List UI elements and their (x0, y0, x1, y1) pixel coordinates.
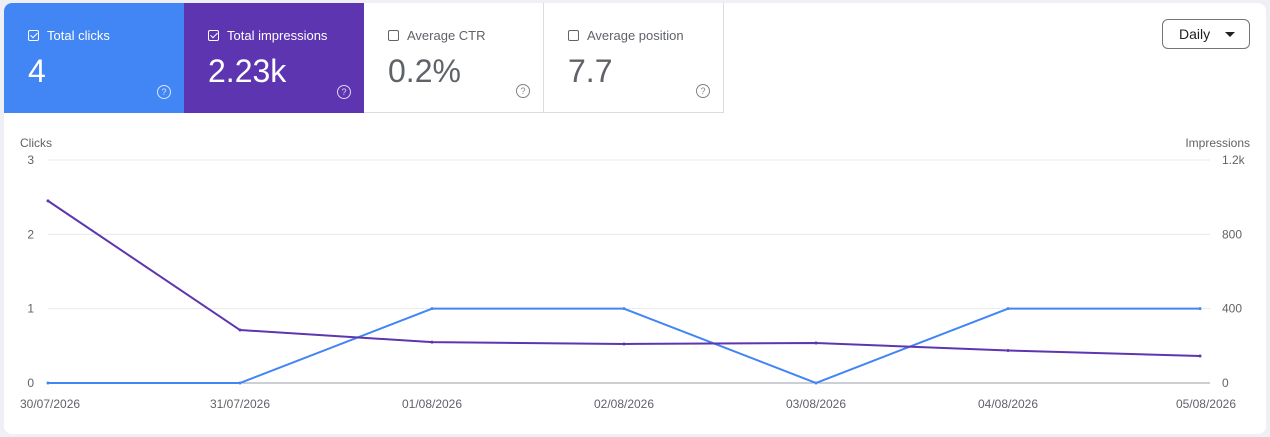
metric-total-clicks[interactable]: Total clicks 4 ? (4, 3, 184, 113)
metric-value: 2.23k (208, 53, 287, 89)
y-tick-right: 400 (1222, 302, 1242, 316)
total-clicks-point (238, 381, 242, 385)
metric-average-position[interactable]: Average position 7.7 ? (544, 3, 724, 113)
total-impressions-point (46, 199, 50, 203)
y-tick-right: 1.2k (1222, 153, 1246, 167)
x-tick-label: 30/07/2026 (20, 397, 80, 411)
help-icon[interactable]: ? (696, 84, 710, 98)
total-clicks-point (46, 381, 50, 385)
x-tick-label: 31/07/2026 (210, 397, 270, 411)
x-tick-label: 02/08/2026 (594, 397, 654, 411)
checkbox-unchecked-icon[interactable] (568, 30, 579, 41)
help-icon[interactable]: ? (516, 84, 530, 98)
metric-average-ctr[interactable]: Average CTR 0.2% ? (364, 3, 544, 113)
chevron-down-icon (1225, 32, 1235, 37)
checkbox-checked-icon[interactable] (208, 30, 219, 41)
x-tick-label: 03/08/2026 (786, 397, 846, 411)
total-clicks-point (814, 381, 818, 385)
total-clicks-point (430, 307, 434, 311)
y-tick-left: 3 (27, 153, 34, 167)
total-clicks-point (1006, 307, 1010, 311)
metric-label: Average CTR (407, 28, 486, 43)
y-tick-left: 1 (27, 302, 34, 316)
y-tick-right: 0 (1222, 376, 1229, 390)
checkbox-checked-icon[interactable] (28, 30, 39, 41)
y-axis-right-title: Impressions (1185, 136, 1250, 150)
period-dropdown-label: Daily (1179, 26, 1211, 42)
x-tick-label: 01/08/2026 (402, 397, 462, 411)
total-impressions-point (814, 341, 818, 345)
help-icon[interactable]: ? (157, 85, 171, 99)
metric-label: Total impressions (227, 28, 328, 43)
total-clicks-point (1198, 307, 1202, 311)
x-tick-label: 05/08/2026 (1176, 397, 1236, 411)
total-impressions-point (622, 342, 626, 346)
metric-value: 4 (28, 53, 46, 89)
metric-value: 0.2% (388, 53, 461, 89)
metric-total-impressions[interactable]: Total impressions 2.23k ? (184, 3, 364, 113)
y-tick-left: 2 (27, 227, 34, 241)
total-clicks-line (48, 307, 1200, 384)
y-tick-left: 0 (27, 376, 34, 390)
performance-chart: Clicks Impressions 0 0 1 400 2 800 3 1.2k 30/07/20… (20, 136, 1250, 411)
total-impressions-point (1006, 348, 1010, 352)
y-tick-right: 800 (1222, 227, 1242, 241)
checkbox-unchecked-icon[interactable] (388, 30, 399, 41)
performance-card: Total clicks 4 ? Total impressions 2.23k… (4, 3, 1266, 434)
y-axis-left-title: Clicks (20, 136, 52, 150)
metric-label: Total clicks (47, 28, 110, 43)
total-impressions-point (430, 340, 434, 344)
total-clicks-point (622, 307, 626, 311)
total-impressions-point (238, 328, 242, 332)
x-tick-label: 04/08/2026 (978, 397, 1038, 411)
metric-label: Average position (587, 28, 684, 43)
period-dropdown[interactable]: Daily (1162, 19, 1250, 49)
total-impressions-point (1198, 354, 1202, 358)
help-icon[interactable]: ? (337, 85, 351, 99)
total-impressions-line (47, 200, 1201, 358)
metric-value: 7.7 (568, 53, 613, 89)
